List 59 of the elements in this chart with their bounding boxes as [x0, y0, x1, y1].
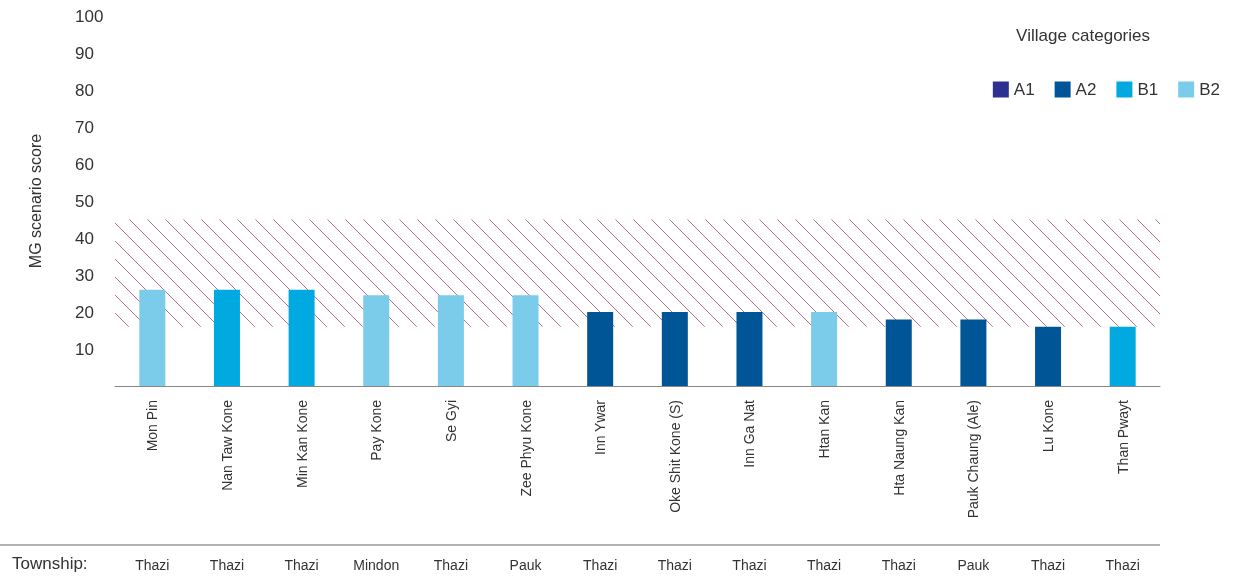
text: Township:	[12, 554, 88, 573]
text: Pauk	[509, 557, 543, 573]
x-tick-label: Pauk Chaung (Ale)	[965, 400, 982, 519]
text: Thazi	[284, 557, 319, 573]
text: Thazi	[1030, 557, 1066, 573]
x-tick-label: Nan Taw Kone	[218, 399, 235, 491]
x-tick-label: Htan Kan	[816, 400, 833, 459]
x-tick-label: Than Pwayt	[1114, 399, 1131, 474]
text: Thazi	[806, 557, 842, 573]
y-tick-label: 60	[75, 154, 94, 174]
y-tick-label: 70	[75, 117, 94, 137]
text: Mindon	[353, 557, 400, 573]
x-tick-label: Oke Shit Kone (S)	[666, 400, 683, 513]
bar	[1035, 326, 1062, 386]
legend-title: Village categories	[1016, 26, 1151, 45]
bar	[288, 289, 315, 386]
x-tick-label: Hta Naung Kan	[890, 400, 907, 496]
text: Thazi	[583, 557, 618, 573]
legend-label: B2	[1199, 80, 1220, 99]
x-tick-label: Pay Kone	[368, 399, 385, 461]
bar	[736, 312, 763, 386]
bar	[587, 312, 614, 386]
y-axis-title: MG scenario score	[26, 133, 44, 269]
text: Thazi	[209, 557, 245, 573]
legend-label: A1	[1013, 80, 1035, 99]
bar	[512, 295, 539, 386]
text: Thazi	[732, 557, 767, 573]
x-tick-label: Se Gyi	[442, 400, 459, 443]
legend-label: A2	[1075, 80, 1097, 99]
bar	[437, 295, 464, 386]
text: Thazi	[135, 557, 170, 573]
text: Thazi	[657, 557, 692, 573]
y-tick-label: 40	[75, 228, 94, 248]
bar	[213, 289, 240, 386]
y-tick-label: 30	[75, 265, 94, 285]
y-tick-label: 20	[75, 302, 94, 322]
bar	[363, 295, 390, 386]
y-tick-label: 100	[75, 6, 104, 26]
text: Thazi	[881, 557, 916, 573]
y-tick-label: 90	[75, 43, 94, 63]
x-tick-label: Lu Kone	[1040, 399, 1057, 453]
x-tick-label: Inn Ga Nat	[741, 399, 758, 468]
bar	[139, 289, 166, 386]
x-tick-label: Mon Pin	[144, 400, 161, 452]
bar	[885, 319, 912, 386]
text: Thazi	[1105, 557, 1140, 573]
text: Pauk	[957, 557, 991, 573]
x-tick-label: Min Kan Kone	[293, 399, 310, 488]
bar	[811, 312, 838, 386]
x-tick-label: Zee Phyu Kone	[517, 399, 534, 497]
text: Thazi	[433, 557, 469, 573]
x-tick-label: Inn Ywar	[592, 399, 609, 455]
y-tick-label: 80	[75, 80, 94, 100]
bar	[1109, 326, 1136, 386]
y-tick-label: 50	[75, 191, 94, 211]
legend-label: B1	[1137, 80, 1159, 99]
bar	[661, 312, 688, 386]
y-tick-label: 10	[75, 339, 94, 359]
bar	[960, 319, 987, 386]
